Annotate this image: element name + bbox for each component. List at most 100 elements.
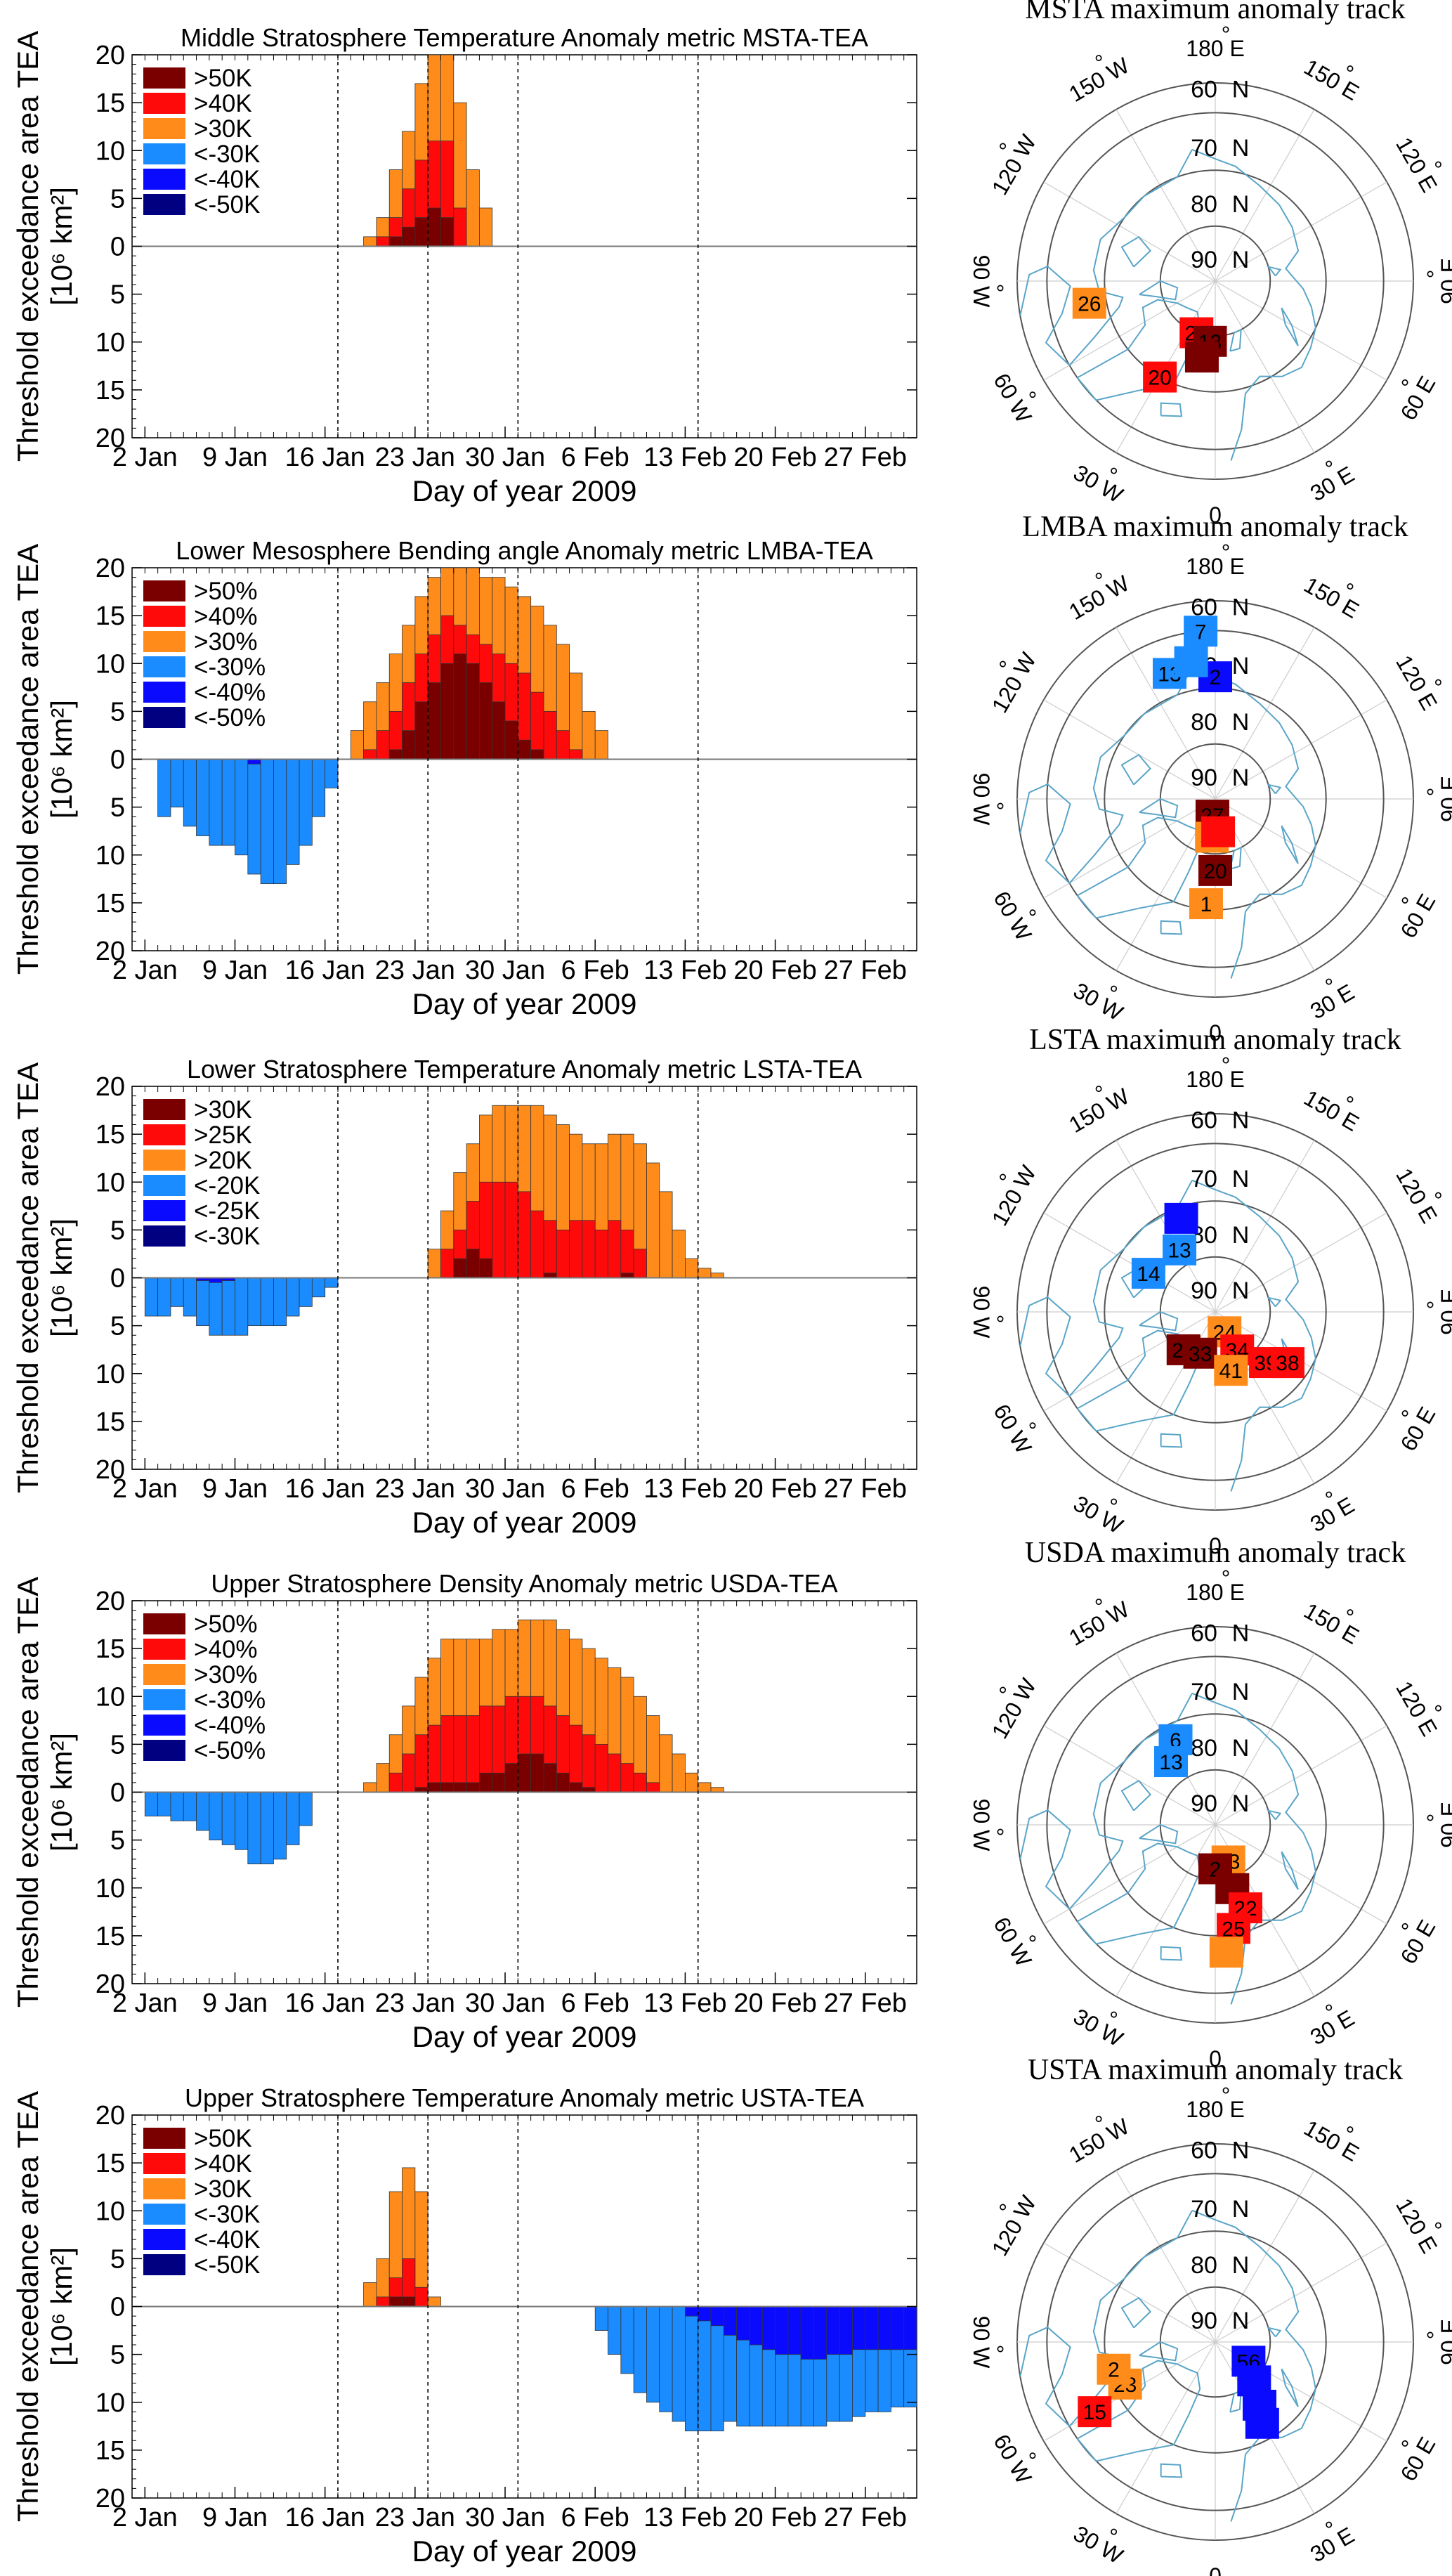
bar — [659, 2306, 673, 2412]
latitude-label: 90 — [1191, 1790, 1217, 1817]
latitude-circle — [1104, 1200, 1327, 1424]
latitude-circle — [1046, 2173, 1385, 2511]
x-tick-label: 16 Jan — [285, 1474, 365, 1504]
legend-label: >50K — [194, 2125, 252, 2152]
bar — [376, 730, 390, 760]
x-tick-label: 20 Feb — [733, 1989, 816, 2018]
meridian — [1043, 798, 1216, 899]
coastline — [1191, 1179, 1316, 1492]
y-tick-label: 10 — [96, 841, 125, 871]
bar — [775, 2306, 789, 2355]
anomaly-day-label: 13 — [1159, 1751, 1182, 1774]
longitude-label: 30 E° — [1306, 1998, 1359, 2050]
longitude-text: 120 W — [987, 648, 1042, 717]
x-tick-label: 23 Jan — [375, 956, 455, 985]
meridian — [1116, 2341, 1216, 2514]
bar — [556, 1772, 570, 1793]
bar — [620, 1229, 634, 1278]
coastline — [1267, 266, 1282, 277]
bar — [504, 1181, 518, 1278]
bar — [402, 2296, 416, 2307]
bar — [672, 2306, 686, 2422]
bar — [196, 1277, 210, 1327]
meridian — [1215, 699, 1387, 800]
latitude-suffix: N — [1232, 247, 1250, 273]
coastline — [1160, 1433, 1183, 1448]
longitude-label: 180 E° — [1186, 2083, 1245, 2122]
meridian — [1215, 1725, 1387, 1826]
x-tick-label: 9 Jan — [202, 443, 268, 472]
bar — [235, 1277, 249, 1336]
bar — [414, 1734, 429, 1793]
y-tick-label: 5 — [110, 1730, 125, 1759]
coastline — [1120, 753, 1151, 786]
y-tick-label: 5 — [110, 1826, 125, 1856]
x-tick-label: 2 Jan — [112, 2503, 178, 2532]
bar — [530, 1210, 544, 1278]
longitude-text: 180 E — [1186, 2097, 1245, 2122]
y-tick-label: 5 — [110, 2244, 125, 2274]
tea-chart-2: 2 Jan 9 Jan 16 Jan 23 Jan 30 Jan 6 Feb 13 Feb 2… — [11, 536, 917, 1020]
bar — [646, 1162, 660, 1278]
bar — [299, 1792, 313, 1826]
anomaly-box — [1183, 1337, 1217, 1369]
legend-swatch — [143, 1715, 185, 1736]
longitude-text: 90 W — [969, 2316, 994, 2369]
bar — [569, 749, 583, 760]
longitude-label: 150 W° — [1064, 567, 1134, 625]
bar — [427, 1782, 441, 1793]
longitude-label: 0 — [1209, 502, 1222, 528]
legend-label: <-30K — [194, 2201, 260, 2228]
meridian — [1043, 1824, 1216, 1925]
coastline — [1160, 920, 1183, 935]
degree-mark: ° — [1422, 270, 1448, 279]
bar — [247, 1277, 261, 1327]
coastline — [1267, 783, 1282, 795]
legend-label: >40K — [194, 2150, 252, 2178]
y-tick-label: 15 — [96, 1407, 125, 1437]
bar — [286, 1792, 300, 1845]
bar — [492, 1181, 506, 1278]
bar — [376, 2296, 390, 2307]
meridian — [1215, 798, 1387, 899]
x-tick-label: 16 Jan — [285, 956, 365, 985]
x-tick-label: 6 Feb — [561, 1474, 629, 1504]
coastline — [1139, 1310, 1179, 1332]
bar — [517, 1753, 532, 1793]
meridian — [1215, 181, 1387, 282]
x-tick-label: 20 Feb — [733, 2503, 816, 2532]
y-axis-label-line2: [10⁶ km²] — [45, 2247, 78, 2366]
longitude-label: 150 W° — [1064, 49, 1134, 107]
bar — [569, 1782, 583, 1793]
bar — [543, 710, 557, 760]
legend-swatch — [143, 2178, 185, 2199]
legend-swatch — [143, 631, 185, 652]
longitude-label: 60 E° — [1395, 1403, 1440, 1455]
chart-title: Lower Stratosphere Temperature Anomaly m… — [187, 1055, 862, 1084]
bar — [582, 1787, 596, 1793]
y-tick-label: 15 — [96, 376, 125, 405]
longitude-label: 90 E° — [1422, 776, 1452, 822]
tea-chart-3: 2 Jan 9 Jan 16 Jan 23 Jan 30 Jan 6 Feb 13 Feb 2… — [11, 1055, 917, 1539]
legend-swatch — [143, 707, 185, 728]
bar — [286, 1277, 300, 1317]
latitude-suffix: N — [1232, 594, 1250, 621]
bar — [247, 759, 261, 875]
bar — [414, 701, 429, 760]
legend-label: <-30K — [194, 1223, 260, 1250]
latitude-suffix: N — [1232, 135, 1250, 162]
latitude-label: 80 — [1191, 191, 1217, 218]
map-title: LMBA maximum anomaly track — [1022, 511, 1408, 543]
longitude-label: 120 E° — [1391, 1164, 1447, 1227]
bar — [659, 1734, 673, 1793]
bar — [530, 749, 544, 760]
y-axis-label: Threshold exceedance area TEA [10⁶ km²] — [11, 544, 78, 975]
bar — [260, 759, 274, 885]
coastline — [1267, 2327, 1282, 2338]
bar — [543, 1220, 557, 1278]
chart-title: Lower Mesosphere Bending angle Anomaly m… — [176, 536, 872, 565]
longitude-text: 90 W — [969, 1799, 994, 1852]
latitude-suffix: N — [1232, 1790, 1250, 1817]
y-tick-label: 20 — [96, 41, 125, 70]
